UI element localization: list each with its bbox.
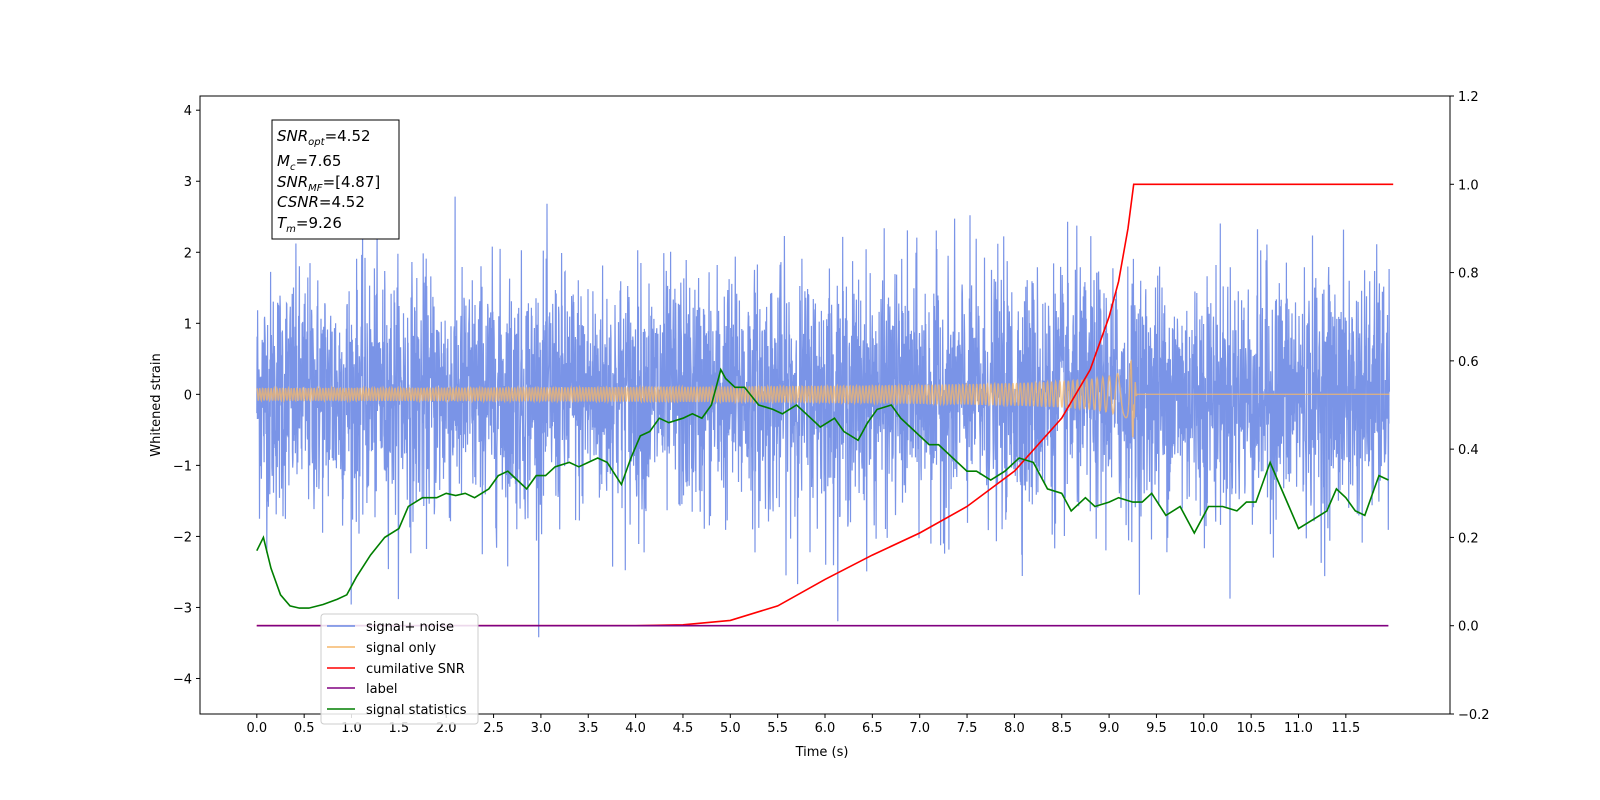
- y2-tick-label: −0.2: [1458, 708, 1490, 723]
- y2-tick-label: 0.2: [1458, 531, 1479, 546]
- x-tick-label: 2.0: [436, 721, 457, 736]
- legend-label-noise: signal+ noise: [366, 620, 454, 635]
- x-tick-label: 5.5: [767, 721, 788, 736]
- x-tick-label: 7.5: [957, 721, 978, 736]
- y2-tick-label: 0.6: [1458, 355, 1479, 370]
- y-axis-ticks: 4 3 2 1 0 −1 −2 −3 −4: [173, 104, 200, 687]
- y2-tick-label: 1.0: [1458, 178, 1479, 193]
- y2-tick-label: 0.8: [1458, 267, 1479, 282]
- info-box-frame: [271, 119, 400, 240]
- cumulative-snr-line: [256, 183, 1394, 627]
- x-tick-label: 9.0: [1099, 721, 1120, 736]
- y-tick-label: 2: [184, 246, 192, 261]
- signal-statistics-series: [256, 367, 1389, 609]
- y-axis-label: Whitened strain: [149, 353, 164, 456]
- signal-statistics-line: [256, 367, 1389, 609]
- x-tick-label: 6.0: [815, 721, 836, 736]
- x-tick-label: 6.5: [862, 721, 883, 736]
- x-tick-label: 10.0: [1189, 721, 1218, 736]
- legend-label-signal: signal only: [366, 641, 436, 656]
- y2-tick-label: 1.2: [1458, 90, 1479, 105]
- x-tick-label: 11.0: [1284, 721, 1313, 736]
- x-tick-label: 4.0: [625, 721, 646, 736]
- y-tick-label: −1: [173, 459, 192, 474]
- x-tick-label: 0.5: [294, 721, 315, 736]
- info-tm: Tm=9.26: [277, 214, 342, 235]
- x-tick-label: 8.0: [1004, 721, 1025, 736]
- y2-axis-ticks: 1.2 1.0 0.8 0.6 0.4 0.2 0.0 −0.2: [1450, 90, 1490, 723]
- legend-frame: [320, 613, 479, 725]
- legend-label-cum-snr: cumilative SNR: [366, 662, 465, 677]
- info-box: SNRopt=4.52 Mc=7.65 SNRMF=[4.87] CSNR=4.…: [271, 119, 400, 240]
- x-tick-label: 7.0: [909, 721, 930, 736]
- legend-label-stats: signal statistics: [366, 703, 467, 718]
- signal-only-series: [256, 359, 1390, 438]
- legend-label-label: label: [366, 682, 397, 697]
- info-snr-mf: SNRMF=[4.87]: [277, 173, 380, 194]
- cumulative-snr-series: [256, 183, 1394, 627]
- x-tick-label: 3.0: [531, 721, 552, 736]
- x-tick-label: 1.5: [389, 721, 410, 736]
- x-axis-label: Time (s): [795, 745, 849, 760]
- info-mc: Mc=7.65: [277, 152, 341, 173]
- y-tick-label: 1: [184, 317, 192, 332]
- x-tick-label: 3.5: [578, 721, 599, 736]
- x-tick-label: 0.0: [246, 721, 267, 736]
- x-tick-label: 5.0: [720, 721, 741, 736]
- x-tick-label: 4.5: [673, 721, 694, 736]
- y-tick-label: 3: [184, 175, 192, 190]
- x-tick-label: 1.0: [341, 721, 362, 736]
- y-tick-label: 0: [184, 388, 192, 403]
- info-csnr: CSNR=4.52: [277, 193, 365, 211]
- x-tick-label: 11.5: [1331, 721, 1360, 736]
- signal-only-line: [256, 359, 1390, 438]
- info-snr-opt: SNRopt=4.52: [277, 127, 371, 148]
- y-tick-label: −2: [173, 530, 192, 545]
- y2-tick-label: 0.4: [1458, 443, 1479, 458]
- x-tick-label: 8.5: [1051, 721, 1072, 736]
- y-tick-label: 4: [184, 104, 192, 119]
- x-axis-ticks: 0.0 0.5 1.0 1.5 2.0 2.5 3.0 3.5 4.0 4.5 5.0 5.5 6.0 6…: [246, 714, 1360, 736]
- y-tick-label: −3: [173, 601, 192, 616]
- x-tick-label: 10.5: [1237, 721, 1266, 736]
- y-tick-label: −4: [173, 672, 192, 687]
- x-tick-label: 9.5: [1146, 721, 1167, 736]
- y2-tick-label: 0.0: [1458, 620, 1479, 635]
- legend: signal+ noise signal only cumilative SNR…: [320, 613, 479, 725]
- x-tick-label: 2.5: [483, 721, 504, 736]
